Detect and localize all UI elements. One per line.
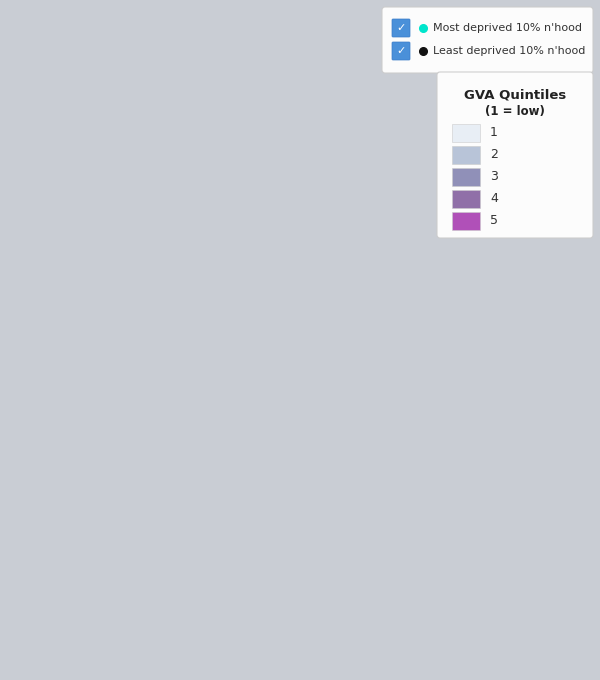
FancyBboxPatch shape xyxy=(392,19,410,37)
Bar xyxy=(452,146,480,164)
Text: 3: 3 xyxy=(490,171,498,184)
Text: GVA Quintiles: GVA Quintiles xyxy=(464,89,566,102)
FancyBboxPatch shape xyxy=(382,7,593,73)
Bar xyxy=(452,168,480,186)
FancyBboxPatch shape xyxy=(437,72,593,238)
Text: (1 = low): (1 = low) xyxy=(485,105,545,118)
Bar xyxy=(452,212,480,230)
Text: 4: 4 xyxy=(490,192,498,205)
Text: ✓: ✓ xyxy=(397,46,406,56)
FancyBboxPatch shape xyxy=(392,42,410,60)
Text: Most deprived 10% n'hood: Most deprived 10% n'hood xyxy=(433,23,582,33)
Text: Least deprived 10% n'hood: Least deprived 10% n'hood xyxy=(433,46,586,56)
Text: 1: 1 xyxy=(490,126,498,139)
Bar xyxy=(452,124,480,142)
Text: 5: 5 xyxy=(490,214,498,228)
Text: ✓: ✓ xyxy=(397,23,406,33)
Text: 2: 2 xyxy=(490,148,498,162)
Bar xyxy=(452,190,480,208)
